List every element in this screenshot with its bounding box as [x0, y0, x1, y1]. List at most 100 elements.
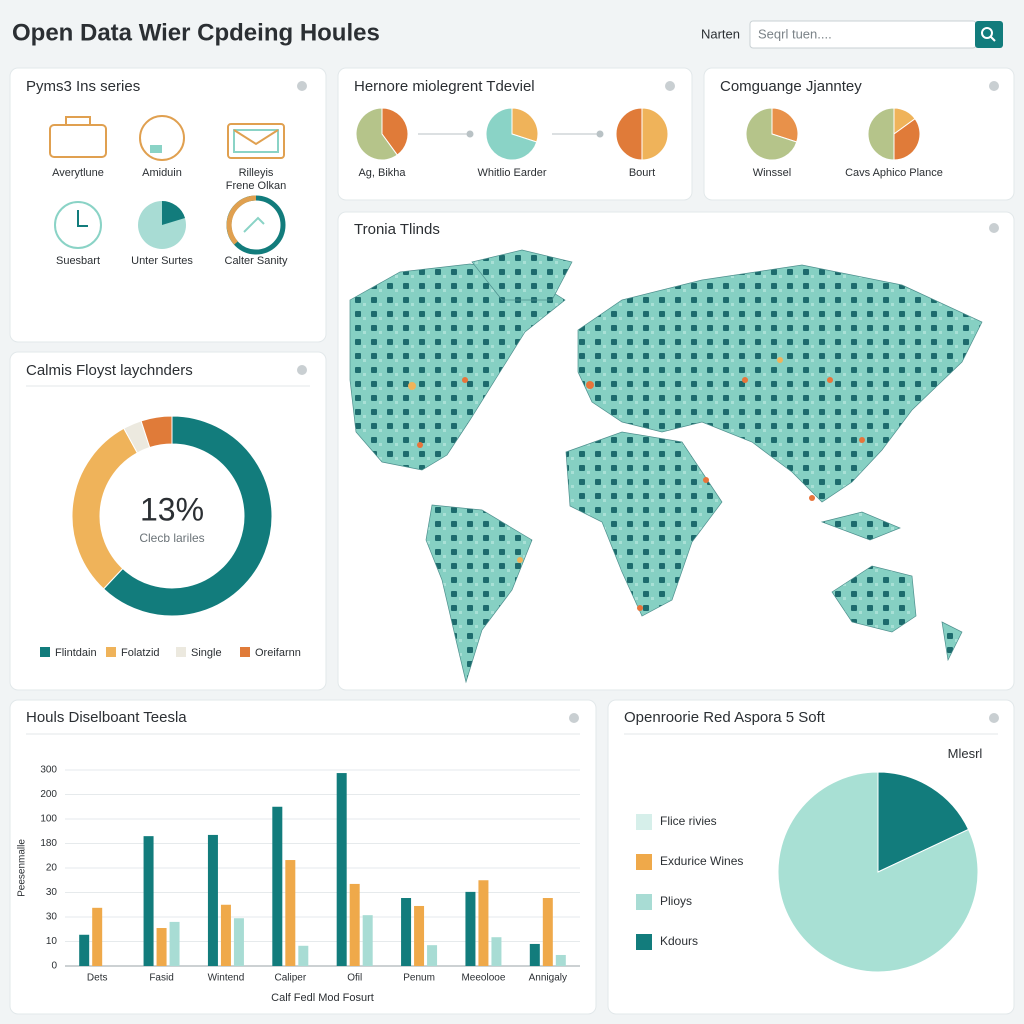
- y-tick-label: 0: [51, 961, 57, 972]
- info-icon[interactable]: [297, 81, 307, 91]
- pie-label: Winssel: [753, 167, 792, 179]
- legend-swatch: [106, 647, 116, 657]
- bar: [272, 806, 283, 966]
- mini-pie-slice: [615, 107, 643, 161]
- legend-label: Folatzid: [121, 647, 160, 659]
- y-tick-label: 20: [46, 863, 58, 874]
- bar: [207, 834, 218, 966]
- y-tick-label: 30: [46, 887, 58, 898]
- icon-label: Rilleyis: [239, 167, 274, 179]
- bar-panel: [9, 699, 597, 1015]
- mini-pie-slice: [511, 107, 539, 143]
- legend-label: Oreifarnn: [255, 647, 301, 659]
- legend-swatch: [636, 894, 652, 910]
- search-placeholder: Seqrl tuen....: [758, 26, 832, 41]
- icon-label: Suesbart: [56, 255, 100, 267]
- panel-title: Hernore miolegrent Tdeviel: [354, 78, 535, 95]
- info-icon[interactable]: [297, 365, 307, 375]
- icon-label: Amiduin: [142, 167, 182, 179]
- legend-swatch: [240, 647, 250, 657]
- bar: [156, 928, 167, 966]
- y-tick-label: 300: [40, 765, 57, 776]
- icon-label: Averytlune: [52, 167, 104, 179]
- x-axis-label: Calf Fedl Mod Fosurt: [271, 992, 374, 1004]
- info-icon[interactable]: [989, 223, 999, 233]
- y-axis-label: Peesenmalle: [17, 839, 28, 897]
- bar: [427, 945, 438, 966]
- y-tick-label: 100: [40, 814, 57, 825]
- search-label: Narten: [701, 26, 740, 41]
- bar: [143, 836, 154, 966]
- legend-swatch: [636, 854, 652, 870]
- x-tick-label: Wintend: [208, 973, 245, 984]
- bar: [336, 773, 347, 966]
- legend-label: Plioys: [660, 894, 692, 908]
- search-button[interactable]: [975, 21, 1003, 48]
- connector: [418, 130, 604, 138]
- bar: [529, 943, 540, 966]
- bar: [555, 954, 566, 966]
- icon-label: Frene Olkan: [226, 180, 287, 192]
- compare-panel: [703, 67, 1015, 201]
- donut-panel: [9, 351, 327, 691]
- bar: [349, 883, 360, 966]
- bar: [285, 860, 296, 966]
- mini-pie-slice: [641, 107, 669, 161]
- y-tick-label: 180: [40, 838, 57, 849]
- legend-swatch: [40, 647, 50, 657]
- mini-pie-slice: [745, 107, 798, 161]
- info-icon[interactable]: [989, 81, 999, 91]
- pie-label: Bourt: [629, 167, 655, 179]
- bar: [220, 904, 231, 966]
- bar: [465, 891, 476, 966]
- map-highlights: [408, 357, 865, 611]
- mini-pie-slice: [893, 118, 921, 161]
- mini-pie-slice: [485, 107, 538, 161]
- panel-title: Tronia Tlinds: [354, 221, 440, 238]
- legend-swatch: [636, 934, 652, 950]
- legend-label: Kdours: [660, 934, 698, 948]
- bar: [414, 905, 425, 966]
- donut-center-label: Clecb lariles: [139, 531, 204, 545]
- panel-title: Pyms3 Ins series: [26, 78, 140, 95]
- page-title: Open Data Wier Cpdeing Houles: [12, 19, 380, 46]
- bar: [298, 945, 309, 966]
- legend-swatch: [176, 647, 186, 657]
- world-map: [349, 249, 983, 684]
- icons: [49, 115, 286, 255]
- panel-title: Houls Diselboant Teesla: [26, 709, 187, 726]
- pie-label: Cavs Aphico Plance: [845, 167, 943, 179]
- pie-label: Ag, Bikha: [358, 167, 406, 179]
- pie-slice: [777, 771, 979, 973]
- bar: [92, 907, 103, 966]
- info-icon[interactable]: [569, 713, 579, 723]
- search-icon: [981, 27, 993, 39]
- bar: [362, 915, 373, 966]
- panel-title: Openroorie Red Aspora 5 Soft: [624, 709, 826, 726]
- info-icon[interactable]: [665, 81, 675, 91]
- mini-pie-slice: [771, 107, 799, 143]
- panel-title: Comguange Jjanntey: [720, 78, 862, 95]
- bar: [401, 898, 412, 966]
- info-icon[interactable]: [989, 713, 999, 723]
- y-tick-label: 10: [46, 936, 58, 947]
- y-tick-label: 30: [46, 912, 58, 923]
- bar: [169, 921, 180, 966]
- bar: [491, 937, 502, 966]
- legend-label: Exdurice Wines: [660, 854, 743, 868]
- mini-pie-slice: [867, 107, 895, 161]
- x-tick-label: Penum: [403, 973, 435, 984]
- icon-label: Calter Sanity: [225, 255, 288, 267]
- bar: [233, 918, 244, 966]
- donut-segment: [102, 415, 273, 617]
- slice-label: Mlesrl: [948, 746, 983, 761]
- bar: [542, 898, 553, 966]
- icon-label: Unter Surtes: [131, 255, 193, 267]
- mini-pie-slice: [355, 107, 398, 161]
- legend-swatch: [636, 814, 652, 830]
- y-tick-label: 200: [40, 789, 57, 800]
- x-tick-label: Meeolooe: [461, 973, 505, 984]
- panel-title: Calmis Floyst laychnders: [26, 362, 193, 379]
- x-tick-label: Caliper: [274, 973, 306, 984]
